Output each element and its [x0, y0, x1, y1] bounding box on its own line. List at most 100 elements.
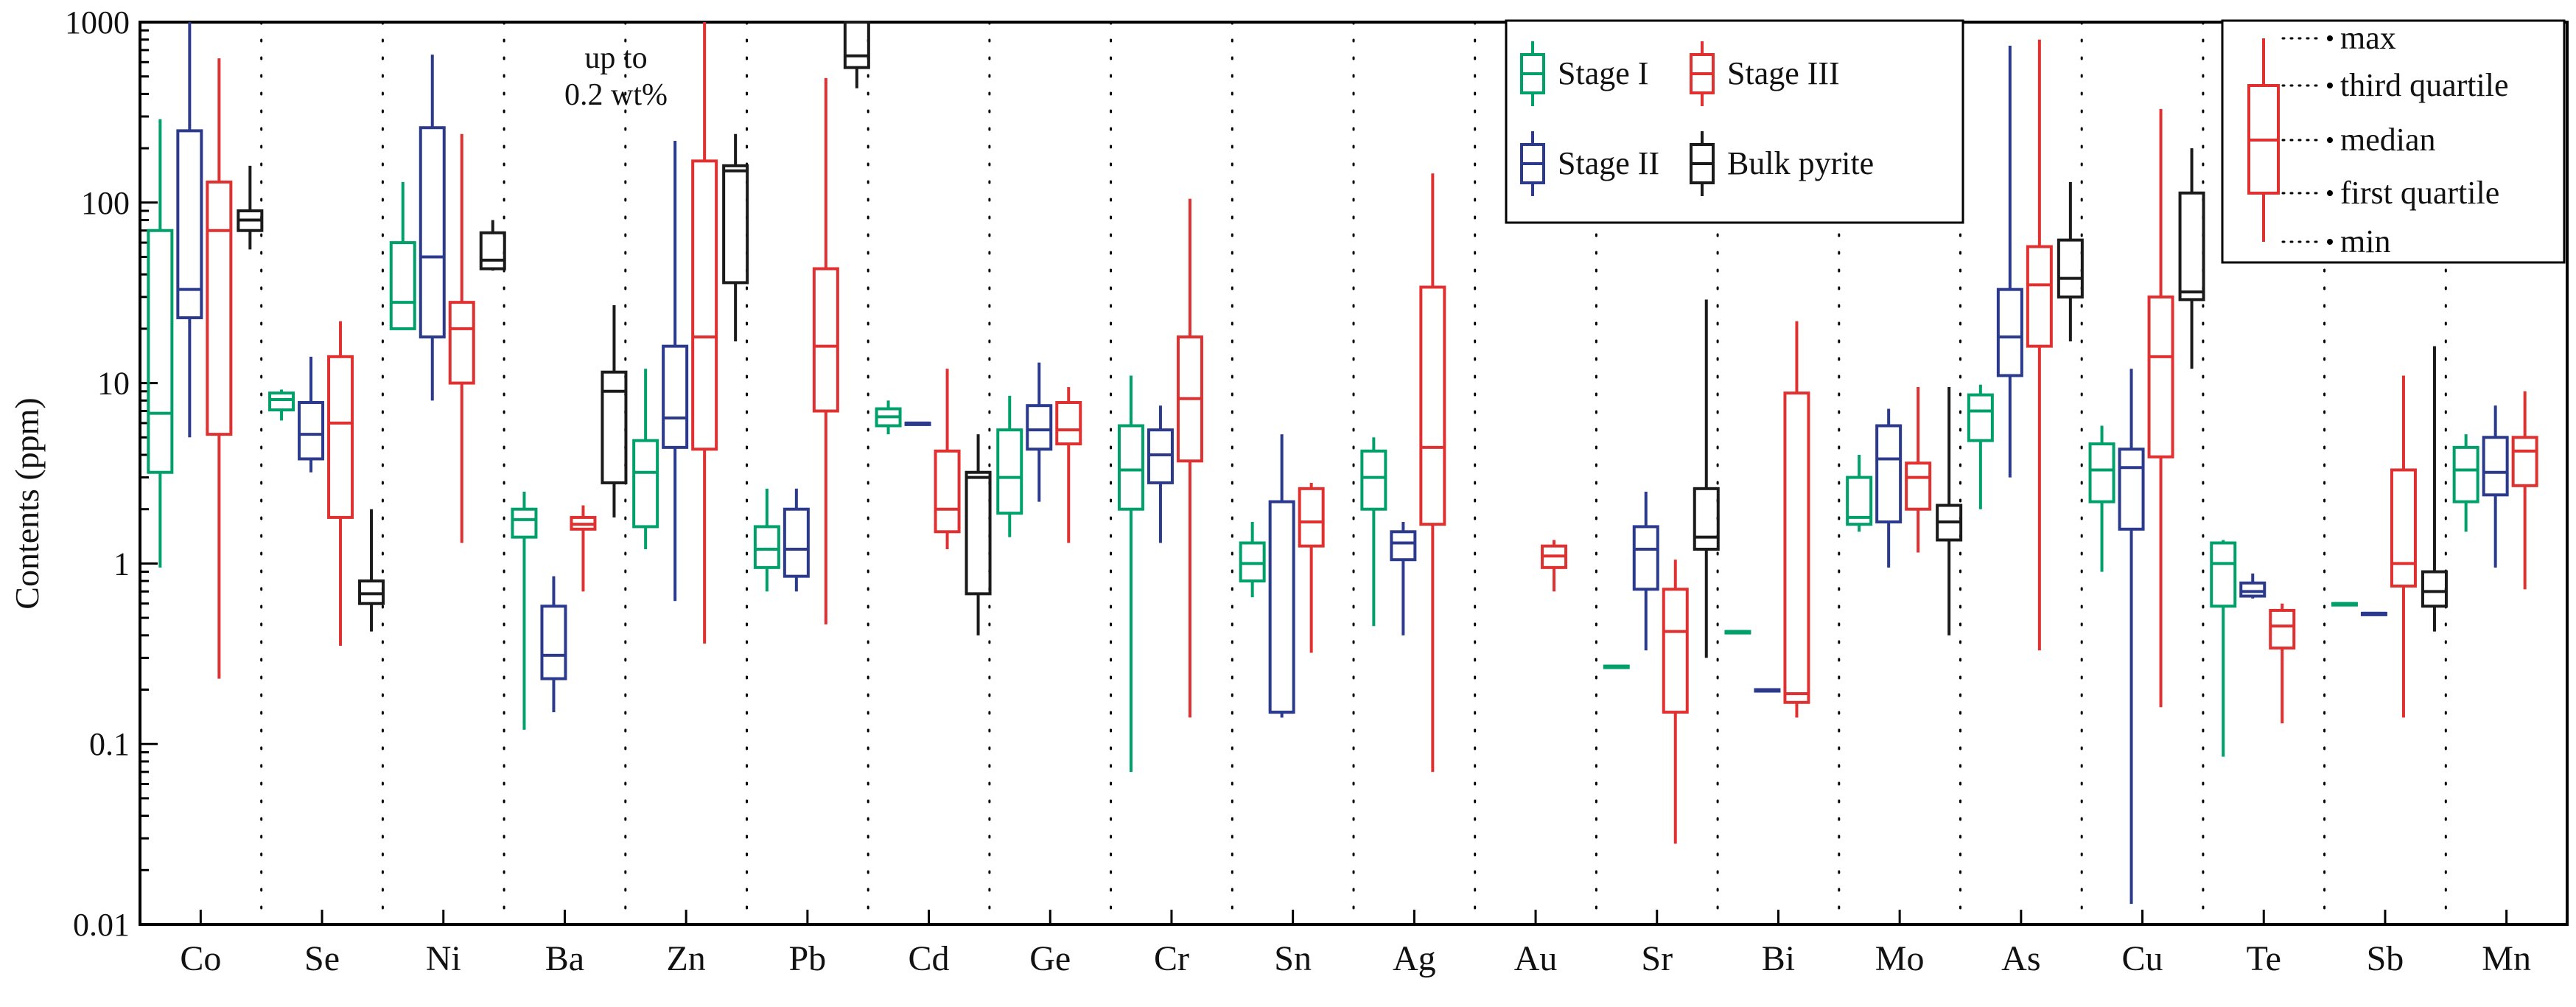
- legend-label: Stage II: [1558, 145, 1659, 181]
- box-iqr: [147, 229, 174, 474]
- box-bulk-pyrite-mo: [1936, 387, 1963, 635]
- legend-item-bulk-pyrite: Bulk pyrite: [1690, 131, 1874, 196]
- legend-label: Bulk pyrite: [1727, 145, 1874, 181]
- box-stage-ii-bi: [1754, 688, 1781, 693]
- box-stage-i-pb: [753, 488, 780, 592]
- plot-frame: [139, 21, 2569, 926]
- box-stage-iii-co: [206, 58, 233, 679]
- box-iqr: [479, 231, 506, 271]
- category-label-ag: Ag: [1393, 939, 1436, 978]
- category-label-cu: Cu: [2122, 939, 2163, 978]
- box-iqr: [753, 525, 780, 569]
- series-legend: Stage I Stage III Stage II Bulk pyrite: [1505, 19, 1964, 224]
- box-iqr: [691, 159, 718, 451]
- box-stage-ii-as: [1996, 46, 2023, 478]
- box-stage-ii-ag: [1390, 521, 1417, 635]
- key-label-third-quartile: third quartile: [2340, 67, 2509, 103]
- box-stage-iii-cd: [934, 369, 961, 550]
- category-label-co: Co: [180, 939, 221, 978]
- box-iqr: [2511, 436, 2538, 487]
- box-bulk-pyrite-sr: [1693, 299, 1720, 658]
- box-iqr: [206, 180, 233, 436]
- category-label-bi: Bi: [1762, 939, 1795, 978]
- box-iqr: [1298, 487, 1325, 548]
- box-iqr: [1846, 475, 1873, 526]
- box-iqr: [389, 241, 416, 330]
- box-stage-ii-ba: [540, 576, 567, 713]
- box-iqr: [812, 267, 839, 413]
- box-iqr: [722, 164, 749, 285]
- boxplot-key-legend: max third quartile median first quartile min: [2221, 19, 2566, 264]
- box-stage-ii-sr: [1632, 491, 1659, 651]
- box-iqr: [2421, 570, 2448, 608]
- legend-item-stage-i: Stage I: [1520, 41, 1648, 106]
- box-iqr: [2390, 468, 2417, 588]
- box-iqr: [783, 507, 810, 578]
- box-iqr: [1147, 428, 1174, 484]
- box-stage-i-sn: [1239, 521, 1266, 598]
- box-stage-ii-co: [176, 22, 203, 438]
- box-stage-ii-mn: [2482, 405, 2509, 568]
- box-iqr: [965, 470, 992, 596]
- box-iqr: [448, 301, 475, 385]
- box-iqr: [1239, 541, 1266, 583]
- box-iqr: [327, 355, 354, 519]
- box-iqr: [540, 604, 567, 680]
- box-iqr: [176, 129, 203, 320]
- box-iqr: [1693, 487, 1720, 551]
- box-iqr: [2057, 238, 2084, 299]
- box-iqr: [419, 126, 446, 339]
- x-axis: Co Se Ni Ba Zn Pb Cd Ge Cr Sn Ag Au Sr Bi Mo As Cu Te Sb Mn: [180, 910, 2531, 978]
- category-label-ba: Ba: [545, 939, 584, 978]
- box-stage-iii-sr: [1662, 560, 1689, 844]
- y-tick-label: 1000: [65, 4, 130, 41]
- legend-item-stage-ii: Stage II: [1520, 131, 1659, 196]
- box-stage-ii-te: [2239, 573, 2267, 599]
- box-iqr: [2178, 191, 2205, 302]
- box-stage-i-sr: [1603, 664, 1630, 669]
- box-iqr: [662, 344, 689, 449]
- legend-item-stage-iii: Stage III: [1690, 41, 1840, 106]
- box-iqr: [1996, 288, 2023, 377]
- category-label-zn: Zn: [666, 939, 705, 978]
- box-stage-i-as: [1967, 384, 1994, 509]
- category-label-sn: Sn: [1274, 939, 1312, 978]
- y-tick-label: 100: [81, 185, 130, 221]
- y-tick-label: 0.1: [89, 726, 130, 762]
- box-stage-i-se: [268, 389, 295, 421]
- box-stage-iii-sn: [1298, 482, 1325, 653]
- box-stage-iii-bi: [1783, 321, 1810, 718]
- box-iqr: [2482, 436, 2509, 497]
- annotation-line-2: 0.2 wt%: [564, 78, 668, 112]
- box-bulk-pyrite-zn: [722, 133, 749, 342]
- box-iqr: [2210, 541, 2237, 608]
- box-iqr: [2147, 295, 2174, 459]
- box-stage-i-ag: [1360, 437, 1387, 627]
- y-tick-label: 0.01: [73, 907, 130, 943]
- box-stage-ii-sb: [2360, 611, 2387, 616]
- box-stage-iii-mn: [2511, 391, 2538, 590]
- box-stage-i-zn: [632, 369, 659, 550]
- box-bulk-pyrite-se: [358, 509, 385, 632]
- box-iqr: [2118, 447, 2145, 531]
- box-bulk-pyrite-as: [2057, 181, 2084, 342]
- box-bulk-pyrite-cu: [2178, 148, 2205, 369]
- box-stage-ii-ni: [419, 55, 446, 401]
- box-stage-iii-pb: [812, 77, 839, 624]
- key-label-max: max: [2340, 20, 2396, 56]
- y-tick-label: 1: [113, 546, 130, 582]
- box-stage-iii-sb: [2390, 375, 2417, 718]
- box-iqr: [268, 391, 295, 412]
- box-stage-i-mn: [2452, 434, 2479, 532]
- category-label-te: Te: [2247, 939, 2281, 978]
- box-iqr: [601, 370, 628, 484]
- box-stage-ii-cu: [2118, 369, 2145, 905]
- box-bulk-pyrite-pb: [843, 21, 870, 88]
- box-iqr: [511, 507, 538, 539]
- box-iqr: [1875, 424, 1903, 523]
- box-stage-ii-pb: [783, 488, 810, 592]
- box-stage-iii-ni: [448, 133, 475, 543]
- key-label-min: min: [2340, 223, 2390, 259]
- box-iqr: [632, 439, 659, 529]
